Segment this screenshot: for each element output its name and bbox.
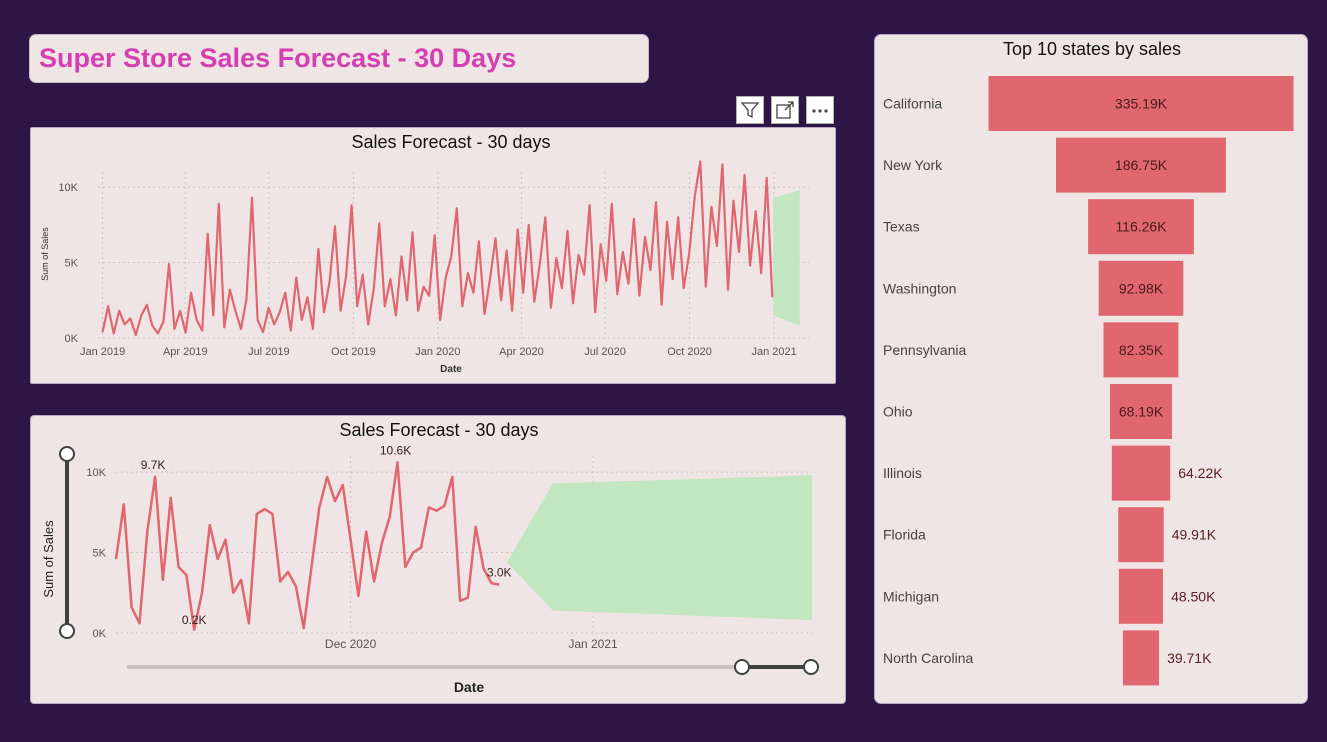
- y-zoom-slider-top-handle[interactable]: [59, 446, 75, 462]
- chart1-x-tick-label: Jul 2020: [584, 346, 626, 358]
- report-title: Super Store Sales Forecast - 30 Days: [39, 43, 517, 73]
- chart1-x-tick-label: Oct 2019: [331, 346, 376, 358]
- chart1-x-tick-label: Apr 2019: [163, 346, 208, 358]
- chart1-y-tick-label: 10K: [58, 182, 78, 194]
- funnel-data-label: 49.91K: [1172, 527, 1217, 543]
- chart2-x-tick-label: Jan 2021: [568, 637, 618, 651]
- report-title-card: Super Store Sales Forecast - 30 Days: [29, 34, 649, 83]
- chart1-title: Sales Forecast - 30 days: [351, 132, 550, 152]
- funnel-svg: Top 10 states by sales California 335.19K…: [883, 39, 1294, 686]
- y-zoom-slider-bottom-handle[interactable]: [59, 623, 75, 639]
- chart2-ylabel: Sum of Sales: [41, 520, 56, 598]
- x-zoom-slider-left-handle[interactable]: [734, 659, 750, 675]
- funnel-bar: [1098, 260, 1184, 316]
- x-zoom-slider-right-handle[interactable]: [803, 659, 819, 675]
- chart2-data-label: 0.2K: [182, 613, 207, 627]
- funnel-category-label: California: [883, 96, 942, 112]
- funnel-category-label: Washington: [883, 280, 956, 296]
- funnel-data-label: 116.26K: [1115, 219, 1167, 235]
- funnel-bar: [1088, 199, 1194, 255]
- funnel-data-label: 68.19K: [1119, 404, 1164, 420]
- funnel-bar: [1103, 322, 1179, 378]
- chart2-sales-line: [114, 461, 500, 632]
- funnel-category-label: Michigan: [883, 588, 939, 604]
- chart1-y-tick-label: 0K: [65, 333, 79, 345]
- top-states-funnel-chart[interactable]: Top 10 states by sales California 335.19K…: [874, 34, 1308, 704]
- funnel-bar: [1122, 630, 1159, 686]
- funnel-category-label: Ohio: [883, 404, 913, 420]
- funnel-data-label: 39.71K: [1167, 650, 1212, 666]
- funnel-bar: [1118, 568, 1163, 624]
- chart2-data-label: 10.6K: [380, 443, 411, 457]
- chart2-y-tick-label: 0K: [93, 628, 107, 640]
- chart2-title: Sales Forecast - 30 days: [339, 420, 538, 440]
- chart1-x-tick-label: Jan 2020: [415, 346, 460, 358]
- chart2-forecast-band: [507, 475, 812, 621]
- chart1-svg: Sales Forecast - 30 days Sum of Sales Da…: [40, 132, 809, 375]
- chart2-xlabel: Date: [454, 679, 485, 695]
- chart2-x-tick-label: Dec 2020: [325, 637, 377, 651]
- chart1-y-tick-label: 5K: [65, 258, 79, 270]
- filter-icon[interactable]: [736, 96, 764, 124]
- chart2-data-label: 9.7K: [141, 458, 166, 472]
- chart2-svg: Sales Forecast - 30 days Sum of Sales Da…: [41, 420, 819, 695]
- chart1-xlabel: Date: [440, 364, 462, 375]
- chart1-x-tick-label: Apr 2020: [499, 346, 544, 358]
- funnel-data-label: 64.22K: [1178, 465, 1223, 481]
- funnel-category-label: New York: [883, 157, 943, 173]
- funnel-category-label: Florida: [883, 527, 926, 543]
- funnel-title: Top 10 states by sales: [1003, 39, 1181, 59]
- funnel-bar: [1110, 384, 1172, 439]
- chart1-ylabel: Sum of Sales: [40, 227, 50, 281]
- funnel-bar: [1118, 507, 1164, 563]
- chart1-sales-line: [101, 160, 774, 337]
- funnel-data-label: 92.98K: [1119, 280, 1164, 296]
- more-options-icon[interactable]: [806, 96, 834, 124]
- funnel-bar: [1056, 137, 1226, 193]
- chart1-x-tick-label: Oct 2020: [667, 346, 712, 358]
- funnel-bar: [988, 76, 1294, 131]
- funnel-category-label: Illinois: [883, 465, 922, 481]
- chart2-y-tick-label: 5K: [93, 548, 107, 560]
- focus-mode-icon[interactable]: [771, 96, 799, 124]
- funnel-data-label: 48.50K: [1171, 588, 1216, 604]
- chart2-data-label: 3.0K: [487, 566, 512, 580]
- funnel-category-label: Texas: [883, 219, 920, 235]
- chart2-y-tick-label: 10K: [86, 467, 106, 479]
- chart1-x-tick-label: Jul 2019: [248, 346, 290, 358]
- sales-forecast-chart-zoom[interactable]: Sales Forecast - 30 days Sum of Sales Da…: [30, 415, 846, 704]
- chart1-x-tick-label: Jan 2019: [80, 346, 125, 358]
- sales-forecast-chart-full[interactable]: Sales Forecast - 30 days Sum of Sales Da…: [30, 127, 836, 384]
- chart1-forecast-band: [773, 190, 800, 326]
- funnel-bar: [1111, 445, 1171, 501]
- funnel-category-label: Pennsylvania: [883, 342, 966, 358]
- funnel-data-label: 186.75K: [1115, 157, 1168, 173]
- funnel-data-label: 82.35K: [1119, 342, 1164, 358]
- funnel-category-label: North Carolina: [883, 650, 973, 666]
- funnel-data-label: 335.19K: [1115, 96, 1168, 112]
- chart1-x-tick-label: Jan 2021: [751, 346, 796, 358]
